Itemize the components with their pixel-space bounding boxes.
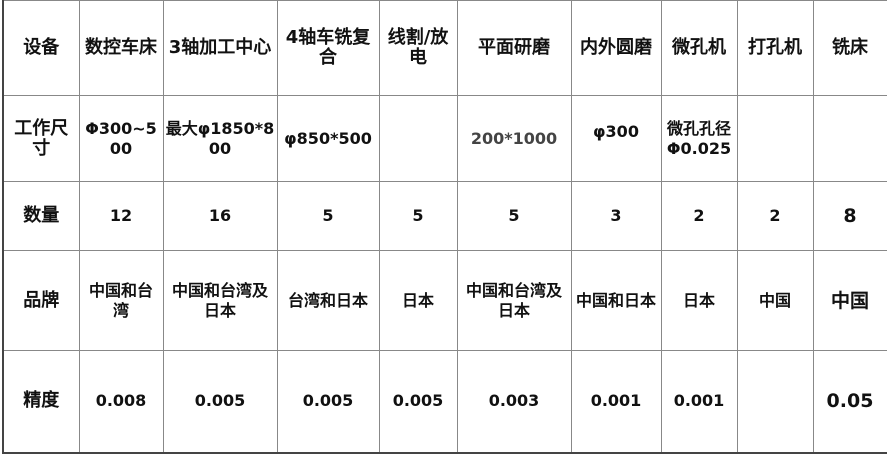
table-cell: 0.05 bbox=[812, 350, 887, 453]
column-header: 线割/放电 bbox=[378, 0, 458, 96]
table-row-brand: 品牌 中国和台湾 中国和台湾及日本 台湾和日本 日本 中国和台湾及日本 中国和日本 日本 中国中… bbox=[2, 250, 887, 351]
table-cell: 0.001 bbox=[660, 350, 738, 453]
table-cell: 5 bbox=[378, 181, 458, 251]
table-cell: φ850*500 bbox=[276, 95, 380, 182]
table-cell: 8 bbox=[812, 181, 887, 251]
table-cell: 5 bbox=[456, 181, 572, 251]
row-label: 精度 bbox=[2, 350, 80, 453]
table-cell: 0.005 bbox=[162, 350, 278, 453]
table-cell: 日本 bbox=[660, 250, 738, 351]
column-header: 铣床 bbox=[812, 0, 887, 96]
table-cell: 0.005 bbox=[276, 350, 380, 453]
table-cell: 中国和台湾及日本 bbox=[456, 250, 572, 351]
table-cell: 微孔孔径Φ0.025 bbox=[660, 95, 738, 182]
table-cell: 5 bbox=[276, 181, 380, 251]
table-cell: 0.001 bbox=[570, 350, 662, 453]
column-header: 内外圆磨 bbox=[570, 0, 662, 96]
table-cell: φ300 bbox=[570, 95, 662, 182]
table-cell: 0.005 bbox=[378, 350, 458, 453]
table-cell: 12 bbox=[78, 181, 164, 251]
table-cell: 中国和日本 bbox=[570, 250, 662, 351]
row-label: 品牌 bbox=[2, 250, 80, 351]
table-cell: 2 bbox=[660, 181, 738, 251]
row-label: 数量 bbox=[2, 181, 80, 251]
table-cell: 0.008 bbox=[78, 350, 164, 453]
column-header: 3轴加工中心 bbox=[162, 0, 278, 96]
row-label: 工作尺寸 bbox=[2, 95, 80, 182]
column-header: 数控车床 bbox=[78, 0, 164, 96]
column-header: 微孔机 bbox=[660, 0, 738, 96]
table-cell: 2 bbox=[736, 181, 814, 251]
table-row-quantity: 数量 12 16 5 5 5 3 2 2 8 bbox=[2, 181, 887, 251]
table-cell bbox=[736, 95, 814, 182]
header-row: 设备 数控车床 3轴加工中心 4轴车铣复合 线割/放电 平面研磨 内外圆磨 微孔机 打孔机 铣床 bbox=[2, 0, 887, 96]
table-cell bbox=[736, 350, 814, 453]
column-header: 4轴车铣复合 bbox=[276, 0, 380, 96]
table-cell: 中国和台湾 bbox=[78, 250, 164, 351]
table-row-precision: 精度 0.008 0.005 0.005 0.005 0.003 0.001 0.001 0.0… bbox=[2, 350, 887, 453]
row-header-label: 设备 bbox=[2, 0, 80, 96]
column-header: 平面研磨 bbox=[456, 0, 572, 96]
table-cell: 中国和台湾及日本 bbox=[162, 250, 278, 351]
table-cell: 0.003 bbox=[456, 350, 572, 453]
table-cell bbox=[378, 95, 458, 182]
table-cell: Φ300~500 bbox=[78, 95, 164, 182]
column-header: 打孔机 bbox=[736, 0, 814, 96]
table-cell: 200*1000 bbox=[456, 95, 572, 182]
table-cell: 中国 bbox=[736, 250, 814, 351]
table-cell: 日本 bbox=[378, 250, 458, 351]
table-cell: 中国 bbox=[812, 250, 887, 351]
table-row-size: 工作尺寸 Φ300~500 最大φ1850*800 φ850*500 200*1000 φ… bbox=[2, 95, 887, 182]
table-cell: 3 bbox=[570, 181, 662, 251]
table-cell: 最大φ1850*800 bbox=[162, 95, 278, 182]
table-cell: 台湾和日本 bbox=[276, 250, 380, 351]
table-cell: 16 bbox=[162, 181, 278, 251]
table-cell bbox=[812, 95, 887, 182]
